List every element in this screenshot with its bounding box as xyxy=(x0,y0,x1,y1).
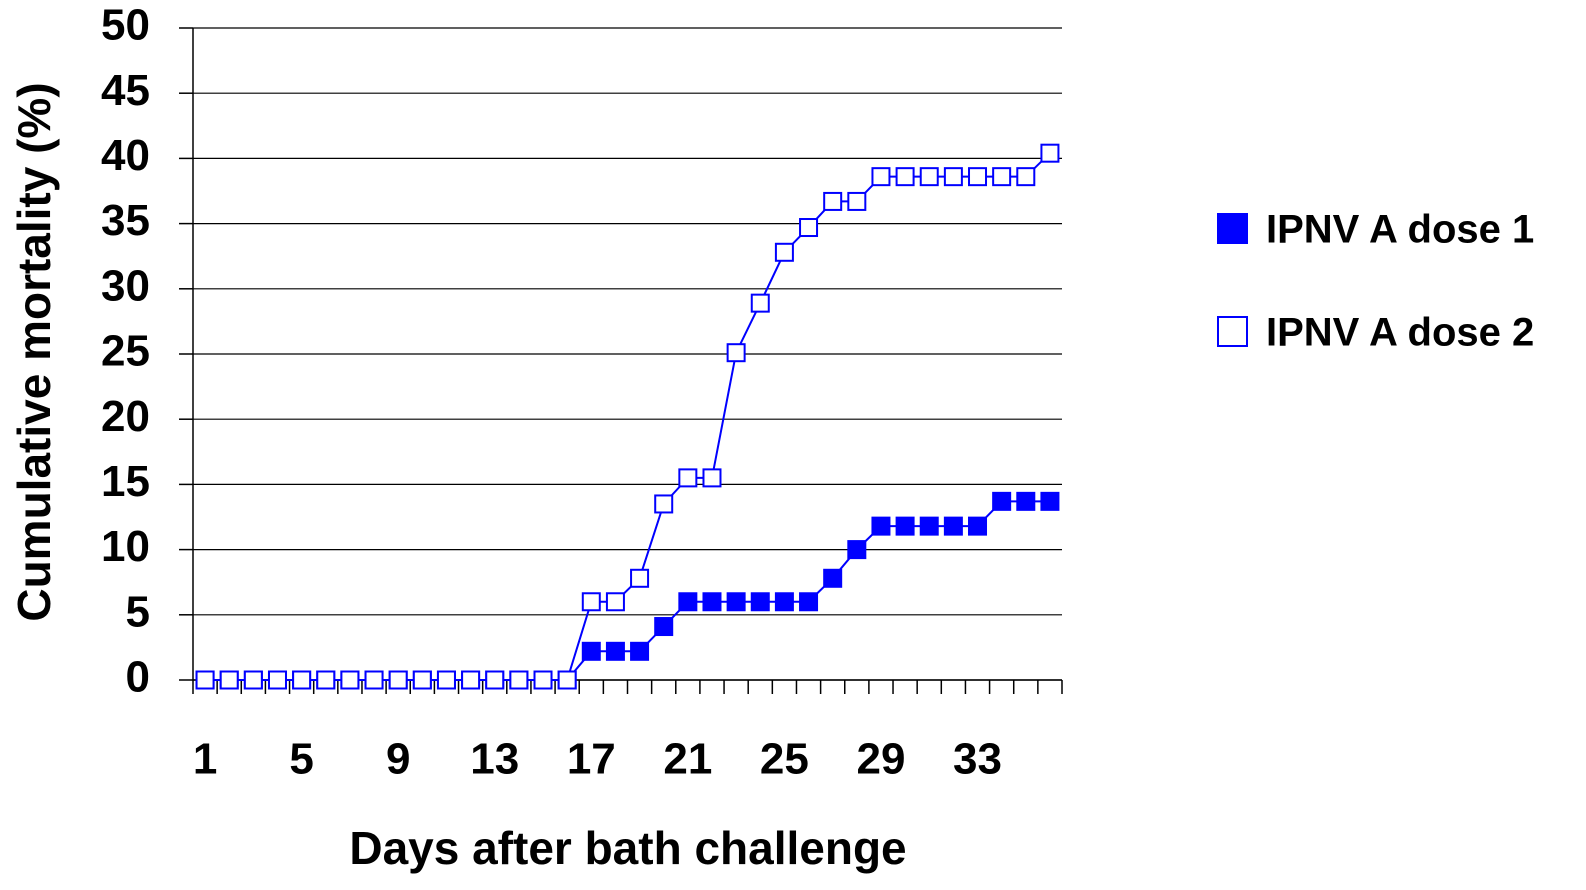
x-tick-label: 25 xyxy=(760,735,809,784)
marker xyxy=(533,670,553,690)
y-tick-label: 10 xyxy=(101,522,150,571)
x-tick-label: 17 xyxy=(567,735,616,784)
marker xyxy=(968,516,988,536)
marker xyxy=(871,167,891,187)
marker xyxy=(581,592,601,612)
marker xyxy=(847,191,867,211)
marker xyxy=(799,218,819,238)
marker xyxy=(943,167,963,187)
legend-label: IPNV A dose 2 xyxy=(1266,311,1534,355)
y-tick-label: 50 xyxy=(101,1,150,50)
marker xyxy=(605,641,625,661)
marker xyxy=(702,468,722,488)
x-tick-label: 5 xyxy=(289,735,313,784)
marker xyxy=(943,516,963,536)
marker xyxy=(919,516,939,536)
marker xyxy=(774,592,794,612)
y-axis-label: Cumulative mortality (%) xyxy=(8,82,60,621)
marker xyxy=(750,293,770,313)
x-tick-label: 21 xyxy=(663,735,712,784)
series-line xyxy=(205,152,1051,681)
y-tick-label: 25 xyxy=(101,327,150,376)
marker xyxy=(847,540,867,560)
marker xyxy=(895,516,915,536)
marker xyxy=(557,670,577,690)
marker xyxy=(750,592,770,612)
marker xyxy=(316,670,336,690)
y-tick-label: 40 xyxy=(101,131,150,180)
marker xyxy=(630,568,650,588)
x-tick-label: 13 xyxy=(470,735,519,784)
marker xyxy=(702,592,722,612)
marker xyxy=(871,516,891,536)
marker xyxy=(243,670,263,690)
marker xyxy=(895,167,915,187)
marker xyxy=(992,491,1012,511)
marker xyxy=(654,494,674,514)
y-tick-label: 15 xyxy=(101,457,150,506)
marker xyxy=(1040,143,1060,163)
marker xyxy=(726,343,746,363)
marker xyxy=(340,670,360,690)
y-tick-label: 5 xyxy=(126,587,150,636)
x-tick-label: 33 xyxy=(953,735,1002,784)
x-tick-label: 29 xyxy=(856,735,905,784)
x-tick-label: 9 xyxy=(386,735,410,784)
marker xyxy=(461,670,481,690)
x-tick-label: 1 xyxy=(193,735,217,784)
marker xyxy=(774,242,794,262)
marker xyxy=(267,670,287,690)
legend-label: IPNV A dose 1 xyxy=(1266,208,1534,252)
marker xyxy=(630,641,650,661)
marker xyxy=(364,670,384,690)
marker xyxy=(219,670,239,690)
marker xyxy=(581,641,601,661)
y-tick-label: 30 xyxy=(101,261,150,310)
y-tick-label: 0 xyxy=(126,653,150,702)
marker xyxy=(388,670,408,690)
marker xyxy=(1040,491,1060,511)
y-tick-label: 35 xyxy=(101,196,150,245)
marker xyxy=(1016,491,1036,511)
marker xyxy=(654,617,674,637)
marker xyxy=(195,670,215,690)
marker xyxy=(485,670,505,690)
marker xyxy=(436,670,456,690)
marker xyxy=(678,468,698,488)
marker xyxy=(1016,167,1036,187)
marker xyxy=(605,592,625,612)
y-tick-label: 45 xyxy=(101,66,150,115)
marker xyxy=(823,191,843,211)
marker xyxy=(799,592,819,612)
legend-swatch xyxy=(1217,316,1248,347)
x-axis-label: Days after bath challenge xyxy=(349,822,906,874)
legend-swatch xyxy=(1217,213,1248,244)
marker xyxy=(412,670,432,690)
marker xyxy=(726,592,746,612)
y-tick-label: 20 xyxy=(101,392,150,441)
marker xyxy=(292,670,312,690)
marker xyxy=(992,167,1012,187)
marker xyxy=(823,568,843,588)
marker xyxy=(919,167,939,187)
marker xyxy=(968,167,988,187)
marker xyxy=(678,592,698,612)
marker xyxy=(509,670,529,690)
